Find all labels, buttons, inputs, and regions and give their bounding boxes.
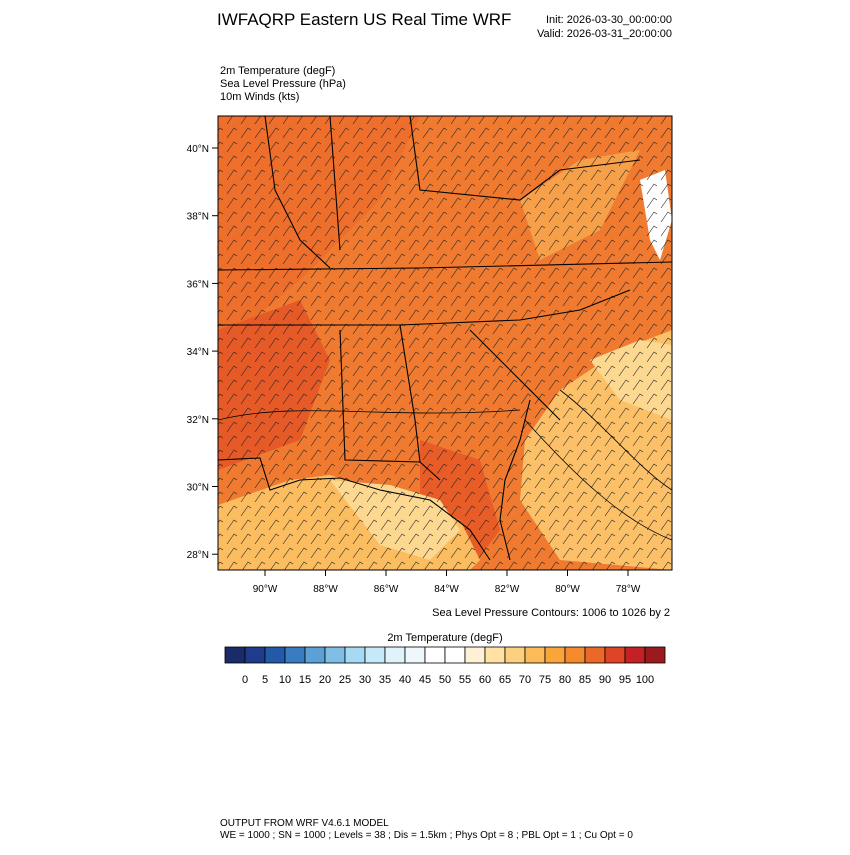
colorbar-label: 0 <box>242 674 248 686</box>
lon-label: 86°W <box>374 584 399 595</box>
title: IWFAQRP Eastern US Real Time WRF <box>217 10 511 29</box>
colorbar-box <box>564 646 586 664</box>
colorbar-box <box>484 646 506 664</box>
colorbar-label: 90 <box>599 674 611 686</box>
colorbar-label: 85 <box>579 674 591 686</box>
colorbar-label: 30 <box>359 674 371 686</box>
colorbar-box <box>284 646 306 664</box>
colorbar-box <box>324 646 346 664</box>
colorbar-box <box>424 646 446 664</box>
colorbar-label: 95 <box>619 674 631 686</box>
field-label: 2m Temperature (degF) <box>220 65 335 77</box>
lat-label: 28°N <box>187 550 209 561</box>
colorbar-box <box>244 646 266 664</box>
field-label: Sea Level Pressure (hPa) <box>220 78 346 90</box>
lon-label: 78°W <box>616 584 641 595</box>
colorbar-box <box>264 646 286 664</box>
colorbar-box <box>344 646 366 664</box>
lat-label: 38°N <box>187 212 209 223</box>
lon-label: 80°W <box>555 584 580 595</box>
footer-line: WE = 1000 ; SN = 1000 ; Levels = 38 ; Di… <box>220 830 633 841</box>
colorbar-label: 65 <box>499 674 511 686</box>
colorbar-box <box>384 646 406 664</box>
lat-label: 30°N <box>187 483 209 494</box>
contour-note: Sea Level Pressure Contours: 1006 to 102… <box>432 607 670 619</box>
colorbar-box <box>624 646 646 664</box>
colorbar-box <box>584 646 606 664</box>
colorbar-box <box>604 646 626 664</box>
colorbar-label: 70 <box>519 674 531 686</box>
valid-time: Valid: 2026-03-31_20:00:00 <box>537 28 672 40</box>
colorbar-label: 80 <box>559 674 571 686</box>
colorbar-box <box>464 646 486 664</box>
lon-label: 88°W <box>313 584 338 595</box>
colorbar-label: 45 <box>419 674 431 686</box>
colorbar-label: 40 <box>399 674 411 686</box>
lon-label: 84°W <box>434 584 459 595</box>
colorbar-label: 100 <box>636 674 654 686</box>
colorbar-label: 20 <box>319 674 331 686</box>
lat-label: 32°N <box>187 415 209 426</box>
lon-label: 82°W <box>495 584 520 595</box>
map <box>218 116 672 570</box>
colorbar-box <box>444 646 466 664</box>
colorbar-box <box>404 646 426 664</box>
colorbar-label: 50 <box>439 674 451 686</box>
colorbar-label: 10 <box>279 674 291 686</box>
lat-label: 36°N <box>187 279 209 290</box>
map-frame <box>217 115 673 571</box>
colorbar-box <box>524 646 546 664</box>
colorbar-box <box>364 646 386 664</box>
lat-label: 40°N <box>187 144 209 155</box>
init-time: Init: 2026-03-30_00:00:00 <box>546 14 672 26</box>
colorbar-label: 55 <box>459 674 471 686</box>
colorbar-label: 60 <box>479 674 491 686</box>
colorbar-label: 15 <box>299 674 311 686</box>
colorbar-label: 5 <box>262 674 268 686</box>
lat-label: 34°N <box>187 347 209 358</box>
field-label: 10m Winds (kts) <box>220 91 299 103</box>
colorbar-label: 35 <box>379 674 391 686</box>
footer-line: OUTPUT FROM WRF V4.6.1 MODEL <box>220 818 389 829</box>
colorbar-box <box>304 646 326 664</box>
colorbar-title: 2m Temperature (degF) <box>387 632 502 644</box>
colorbar-box <box>224 646 246 664</box>
colorbar-label: 25 <box>339 674 351 686</box>
colorbar-box <box>504 646 526 664</box>
colorbar-box <box>544 646 566 664</box>
lon-label: 90°W <box>253 584 278 595</box>
colorbar-box <box>644 646 666 664</box>
colorbar-label: 75 <box>539 674 551 686</box>
